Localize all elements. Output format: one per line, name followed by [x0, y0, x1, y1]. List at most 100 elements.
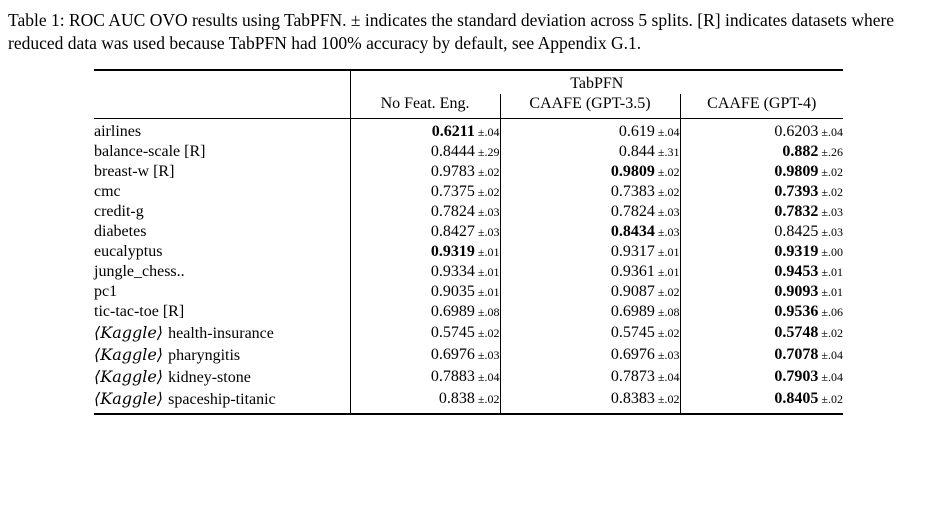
auc-value: 0.6976 [610, 345, 655, 363]
std-dev-value: ±.02 [657, 284, 680, 299]
result-cell: 0.9317 ±.01 [499, 241, 680, 262]
dataset-column-spacer [94, 70, 350, 94]
table-header: TabPFN No Feat. Eng. CAAFE (GPT-3.5) CAA… [94, 69, 843, 119]
dataset-column-header [94, 93, 350, 119]
result-cell: 0.7078 ±.04 [679, 343, 843, 366]
dataset-name: ⟨Kaggle⟩ kidney-stone [94, 366, 251, 386]
std-dev-value: ±.04 [477, 124, 500, 139]
auc-value: 0.7824 [610, 202, 655, 220]
std-dev-value: ±.00 [821, 244, 843, 259]
auc-value: 0.7832 [774, 202, 819, 220]
dataset-name: cmc [94, 182, 121, 200]
result-cell: 0.9453 ±.01 [679, 261, 843, 282]
std-dev-value: ±.03 [821, 204, 843, 219]
kaggle-prefix: ⟨Kaggle⟩ [94, 322, 169, 342]
std-dev-value: ±.01 [477, 264, 500, 279]
result-cell: 0.6989 ±.08 [349, 301, 500, 322]
auc-value: 0.5748 [774, 323, 819, 341]
std-dev-value: ±.04 [477, 369, 500, 384]
table-row: cmc 0.7375 ±.02 0.7383 ±.02 0.7393 ±.02 [94, 181, 843, 202]
dataset-name: jungle_chess.. [94, 262, 185, 280]
kaggle-prefix: ⟨Kaggle⟩ [94, 388, 169, 408]
result-cell: 0.6976 ±.03 [499, 343, 680, 366]
result-cell: 0.9334 ±.01 [349, 261, 500, 282]
dataset-name: tic-tac-toe [R] [94, 302, 185, 320]
result-cell: 0.5745 ±.02 [349, 321, 500, 344]
result-cell: 0.5748 ±.02 [679, 321, 843, 344]
table-row: ⟨Kaggle⟩ spaceship-titanic 0.838 ±.02 0.838… [94, 387, 843, 414]
result-cell: 0.7824 ±.03 [349, 201, 500, 222]
auc-value: 0.9809 [610, 162, 655, 180]
std-dev-value: ±.01 [657, 264, 680, 279]
std-dev-value: ±.01 [477, 284, 500, 299]
result-cell: 0.9087 ±.02 [499, 281, 680, 302]
result-cell: 0.8427 ±.03 [349, 221, 500, 242]
result-cell: 0.9536 ±.06 [679, 301, 843, 322]
std-dev-value: ±.02 [821, 325, 843, 340]
auc-value: 0.838 [438, 389, 475, 407]
std-dev-value: ±.02 [821, 184, 843, 199]
result-cell: 0.9319 ±.01 [349, 241, 500, 262]
auc-value: 0.9319 [774, 242, 819, 260]
auc-value: 0.6989 [430, 302, 475, 320]
result-cell: 0.7824 ±.03 [499, 201, 680, 222]
result-cell: 0.8434 ±.03 [499, 221, 680, 242]
result-cell: 0.9035 ±.01 [349, 281, 500, 302]
std-dev-value: ±.08 [477, 304, 500, 319]
std-dev-value: ±.03 [657, 204, 680, 219]
table-row: diabetes 0.8427 ±.03 0.8434 ±.03 0.8425 ±.03 [94, 221, 843, 242]
auc-value: 0.9087 [610, 282, 655, 300]
auc-value: 0.5745 [430, 323, 475, 341]
auc-value: 0.6211 [431, 122, 475, 140]
result-cell: 0.7383 ±.02 [499, 181, 680, 202]
std-dev-value: ±.01 [821, 284, 843, 299]
std-dev-value: ±.01 [657, 244, 680, 259]
result-cell: 0.9361 ±.01 [499, 261, 680, 282]
table-row: balance-scale [R] 0.8444 ±.29 0.844 ±.31 0.88… [94, 141, 843, 162]
auc-value: 0.9453 [774, 262, 819, 280]
group-header-tabpfn: TabPFN [349, 69, 843, 94]
std-dev-value: ±.02 [477, 184, 500, 199]
std-dev-value: ±.04 [821, 369, 843, 384]
result-cell: 0.9809 ±.02 [499, 161, 680, 182]
kaggle-prefix: ⟨Kaggle⟩ [94, 366, 169, 386]
std-dev-value: ±.04 [821, 347, 843, 362]
auc-value: 0.7393 [774, 182, 819, 200]
std-dev-value: ±.03 [657, 347, 680, 362]
auc-value: 0.9317 [610, 242, 655, 260]
dataset-name: pc1 [94, 282, 118, 300]
kaggle-prefix: ⟨Kaggle⟩ [94, 344, 169, 364]
std-dev-value: ±.04 [657, 369, 680, 384]
auc-value: 0.5745 [610, 323, 655, 341]
table-row: ⟨Kaggle⟩ health-insurance 0.5745 ±.02 0.574… [94, 321, 843, 344]
result-cell: 0.7393 ±.02 [679, 181, 843, 202]
std-dev-value: ±.03 [477, 204, 500, 219]
auc-value: 0.7824 [430, 202, 475, 220]
std-dev-value: ±.02 [657, 391, 680, 406]
table-caption: Table 1: ROC AUC OVO results using TabPF… [8, 10, 895, 54]
std-dev-value: ±.02 [477, 391, 500, 406]
result-cell: 0.882 ±.26 [679, 141, 843, 162]
result-cell: 0.7903 ±.04 [679, 365, 843, 388]
auc-value: 0.9319 [430, 242, 475, 260]
result-cell: 0.6211 ±.04 [349, 118, 500, 142]
auc-value: 0.8425 [774, 222, 819, 240]
table-row: tic-tac-toe [R] 0.6989 ±.08 0.6989 ±.08 0.953… [94, 301, 843, 322]
table-row: airlines 0.6211 ±.04 0.619 ±.04 0.6203 ±.04 [94, 118, 843, 142]
dataset-name: credit-g [94, 202, 144, 220]
std-dev-value: ±.08 [657, 304, 680, 319]
std-dev-value: ±.02 [477, 164, 500, 179]
table-row: pc1 0.9035 ±.01 0.9087 ±.02 0.9093 ±.01 [94, 281, 843, 302]
std-dev-value: ±.02 [657, 184, 680, 199]
std-dev-value: ±.02 [657, 164, 680, 179]
std-dev-value: ±.02 [477, 325, 500, 340]
std-dev-value: ±.03 [477, 224, 500, 239]
dataset-name: eucalyptus [94, 242, 163, 260]
table-row: eucalyptus 0.9319 ±.01 0.9317 ±.01 0.9319 ±.00 [94, 241, 843, 262]
table-row: ⟨Kaggle⟩ kidney-stone 0.7883 ±.04 0.7873 ±.0… [94, 365, 843, 388]
result-cell: 0.9809 ±.02 [679, 161, 843, 182]
auc-value: 0.8434 [610, 222, 655, 240]
std-dev-value: ±.03 [821, 224, 843, 239]
std-dev-value: ±.02 [821, 391, 843, 406]
auc-value: 0.619 [618, 122, 655, 140]
